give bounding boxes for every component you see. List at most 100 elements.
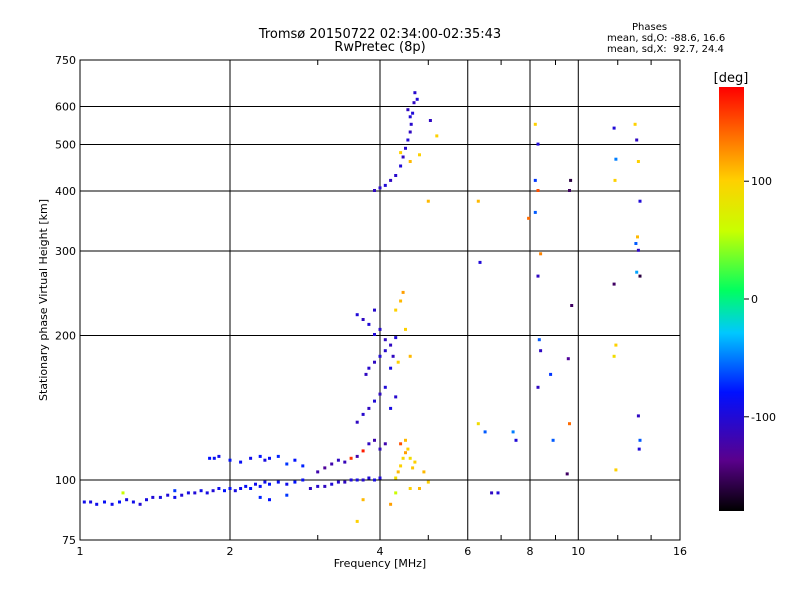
- data-point: [110, 502, 114, 506]
- data-point: [254, 482, 257, 486]
- data-point: [131, 500, 135, 504]
- data-point: [408, 354, 412, 358]
- data-point: [316, 470, 320, 474]
- data-point: [355, 313, 359, 317]
- data-point: [399, 151, 403, 155]
- data-point: [636, 248, 640, 252]
- data-point: [249, 456, 253, 460]
- data-point: [389, 366, 393, 370]
- data-point: [412, 101, 416, 105]
- data-point: [166, 493, 170, 497]
- data-point: [570, 304, 574, 307]
- data-point: [635, 138, 639, 142]
- data-point: [408, 487, 412, 490]
- data-point: [263, 458, 267, 462]
- data-point: [634, 242, 638, 245]
- data-point: [411, 111, 415, 115]
- data-point: [490, 491, 494, 495]
- phases-heading: Phases: [632, 22, 668, 33]
- grid-lines: [80, 60, 680, 540]
- data-point: [349, 456, 353, 460]
- data-point: [378, 476, 382, 480]
- data-point: [121, 491, 125, 495]
- data-point: [361, 498, 365, 502]
- data-point: [394, 308, 398, 312]
- data-point: [301, 478, 305, 482]
- data-point: [404, 451, 407, 455]
- data-point: [373, 308, 376, 312]
- data-point: [145, 498, 148, 502]
- data-point: [330, 482, 334, 486]
- data-point: [411, 466, 415, 470]
- data-points: [82, 91, 642, 523]
- data-point: [636, 414, 640, 418]
- data-point: [180, 493, 184, 497]
- x-tick-label: 6: [464, 545, 471, 558]
- data-point: [361, 449, 365, 453]
- data-point: [614, 157, 618, 161]
- data-point: [568, 189, 571, 192]
- data-point: [323, 466, 327, 470]
- data-point: [355, 454, 359, 458]
- data-point: [404, 327, 407, 331]
- data-point: [413, 460, 417, 464]
- data-point: [208, 456, 212, 460]
- data-point: [383, 385, 387, 389]
- data-point: [193, 491, 197, 495]
- data-point: [483, 430, 487, 434]
- data-point: [258, 495, 262, 499]
- data-point: [82, 500, 86, 504]
- data-point: [268, 498, 271, 502]
- data-point: [536, 385, 540, 389]
- y-axis-label: Stationary phase Virtual Height [km]: [37, 199, 50, 401]
- data-point: [614, 343, 618, 347]
- data-point: [394, 336, 398, 340]
- data-point: [404, 438, 407, 442]
- data-point: [244, 484, 248, 488]
- data-point: [394, 174, 398, 177]
- data-point: [228, 458, 232, 462]
- y-tick-label: 200: [55, 330, 76, 343]
- data-point: [173, 495, 177, 499]
- data-point: [428, 119, 432, 122]
- y-tick-label: 750: [55, 54, 76, 67]
- data-point: [638, 199, 642, 203]
- data-point: [378, 354, 382, 358]
- data-point: [103, 500, 106, 504]
- data-point: [476, 199, 480, 203]
- data-point: [638, 438, 642, 442]
- data-point: [533, 122, 537, 126]
- data-point: [361, 318, 365, 321]
- data-point: [89, 500, 93, 504]
- data-point: [389, 406, 393, 410]
- data-point: [258, 454, 262, 458]
- data-point: [268, 456, 271, 460]
- data-point: [233, 489, 237, 493]
- data-point: [151, 495, 155, 499]
- data-point: [378, 447, 382, 451]
- data-point: [638, 274, 642, 278]
- data-point: [613, 178, 617, 182]
- data-point: [383, 442, 387, 446]
- x-axis-ticks: 1 2 4 6 8 10 16: [77, 60, 687, 558]
- data-point: [217, 454, 221, 458]
- data-point: [612, 354, 616, 358]
- data-point: [389, 502, 393, 506]
- data-point: [323, 484, 327, 488]
- data-point: [418, 487, 421, 490]
- data-point: [533, 210, 537, 214]
- data-point: [389, 343, 393, 347]
- phases-o-stats: mean, sd,O: -88.6, 16.6: [607, 33, 726, 44]
- data-point: [418, 153, 421, 157]
- data-point: [399, 299, 403, 303]
- data-point: [389, 178, 393, 182]
- data-point: [301, 464, 305, 468]
- data-point: [401, 155, 405, 159]
- data-point: [394, 395, 398, 399]
- data-point: [533, 178, 537, 182]
- data-point: [212, 456, 216, 460]
- data-point: [173, 489, 177, 493]
- data-point: [373, 438, 376, 442]
- data-point: [378, 327, 382, 331]
